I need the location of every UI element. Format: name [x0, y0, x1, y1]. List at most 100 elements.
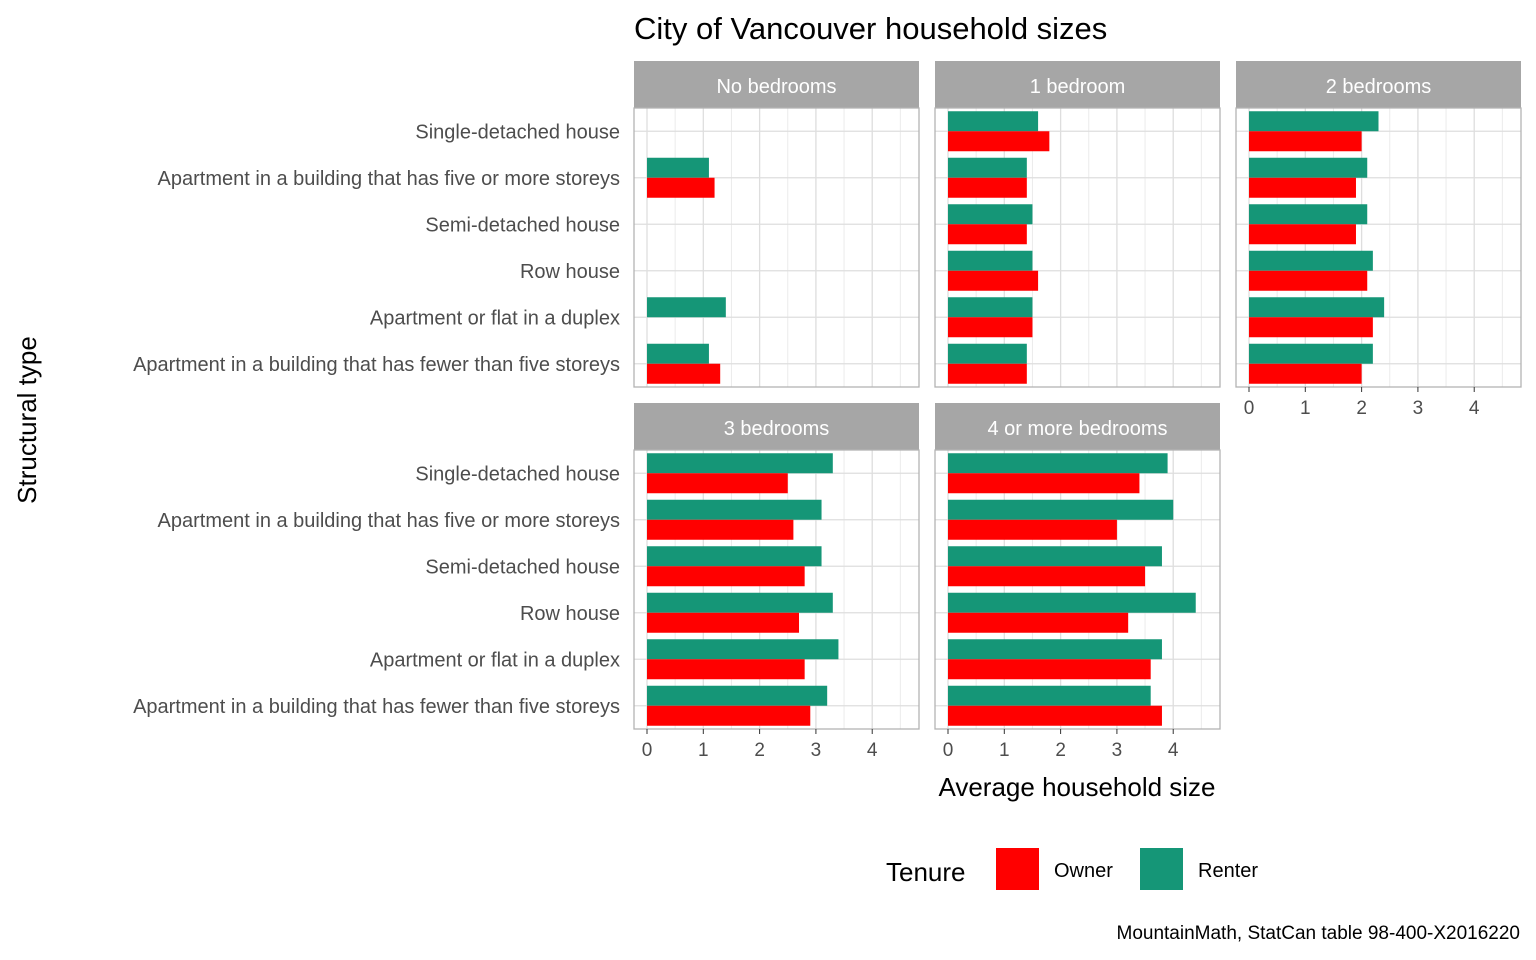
panel-border	[934, 107, 1221, 388]
bar-owner	[948, 705, 1162, 726]
bar-owner	[948, 131, 1050, 152]
facet-strip-label: 3 bedrooms	[724, 418, 830, 440]
legend-label: Owner	[1054, 860, 1113, 882]
x-tick-label: 0	[1244, 398, 1255, 419]
bar-renter	[1249, 157, 1368, 178]
bar-owner	[948, 659, 1151, 680]
bar-renter	[647, 297, 726, 318]
legend: Tenure Owner Renter	[886, 848, 1258, 890]
facet-panel: 4 or more bedrooms 0 1 2 3 4	[934, 403, 1221, 761]
bar-owner	[948, 363, 1027, 384]
x-tick-label: 1	[1300, 398, 1311, 419]
x-tick-label: 1	[698, 740, 709, 761]
bar-renter	[948, 453, 1168, 474]
facet-strip	[935, 403, 1220, 450]
category-label: Apartment in a building that has five or…	[158, 510, 620, 532]
bar-owner	[647, 363, 721, 384]
bar-renter	[948, 111, 1039, 132]
category-label: Apartment in a building that has fewer t…	[133, 696, 620, 718]
category-label: Row house	[520, 603, 620, 625]
bar-renter	[647, 685, 828, 706]
category-label: Single-detached house	[415, 463, 620, 485]
y-axis-title: Structural type	[12, 336, 42, 504]
category-label: Apartment or flat in a duplex	[370, 649, 620, 671]
panel-background	[935, 108, 1220, 387]
bar-owner	[948, 519, 1117, 540]
x-axis-title: Average household size	[938, 772, 1215, 802]
panel-border	[633, 449, 920, 730]
bar-renter	[1249, 250, 1373, 271]
legend-key-owner	[996, 848, 1039, 890]
panel-background	[1236, 108, 1521, 387]
bar-owner	[1249, 363, 1362, 384]
facet-strip	[634, 403, 919, 450]
bar-owner	[1249, 317, 1373, 338]
x-tick-label: 2	[1356, 398, 1367, 419]
legend-label: Renter	[1198, 860, 1258, 882]
bar-renter	[948, 157, 1027, 178]
bar-owner	[1249, 270, 1368, 291]
facet-panel: 2 bedrooms 0 1 2 3 4	[1235, 61, 1522, 419]
bar-owner	[647, 612, 800, 633]
bar-owner	[948, 224, 1027, 245]
bar-renter	[948, 343, 1027, 364]
bar-renter	[647, 157, 709, 178]
facet-panel: 1 bedroom	[934, 61, 1221, 388]
facet-strip-label: 1 bedroom	[1030, 76, 1126, 98]
bar-owner	[647, 177, 715, 198]
facet-strip-label: 2 bedrooms	[1326, 76, 1432, 98]
category-label: Apartment or flat in a duplex	[370, 307, 620, 329]
legend-key-renter	[1140, 848, 1183, 890]
category-label: Single-detached house	[415, 121, 620, 143]
bar-owner	[1249, 131, 1362, 152]
x-tick-label: 3	[1413, 398, 1424, 419]
bar-renter	[1249, 204, 1368, 225]
bar-owner	[647, 519, 794, 540]
bar-renter	[647, 546, 822, 567]
x-tick-label: 4	[1168, 740, 1179, 761]
bar-renter	[647, 453, 833, 474]
facet-strip	[634, 61, 919, 108]
panel-background	[634, 108, 919, 387]
facet-strip	[935, 61, 1220, 108]
facet-strip-label: 4 or more bedrooms	[987, 418, 1167, 440]
category-label: Semi-detached house	[425, 214, 620, 236]
bar-renter	[1249, 343, 1373, 364]
bar-owner	[647, 566, 805, 587]
bar-renter	[948, 639, 1162, 660]
bar-renter	[1249, 111, 1379, 132]
bar-owner	[948, 317, 1033, 338]
bar-owner	[647, 705, 811, 726]
facet-strip	[1236, 61, 1521, 108]
x-tick-label: 2	[754, 740, 765, 761]
bar-renter	[647, 343, 709, 364]
bar-owner	[948, 566, 1146, 587]
category-label: Apartment in a building that has fewer t…	[133, 354, 620, 376]
facet-panel: No bedrooms Single-detached house Apartmen…	[133, 61, 920, 388]
x-tick-label: 0	[642, 740, 653, 761]
x-tick-label: 3	[1112, 740, 1123, 761]
facet-panel: 3 bedrooms Single-detached house Apartment…	[133, 403, 920, 761]
bar-renter	[948, 499, 1174, 520]
bar-owner	[948, 473, 1140, 494]
bar-owner	[948, 270, 1039, 291]
bar-renter	[948, 592, 1196, 613]
category-label: Apartment in a building that has five or…	[158, 168, 620, 190]
bar-owner	[647, 473, 788, 494]
x-tick-label: 2	[1055, 740, 1066, 761]
x-tick-label: 0	[943, 740, 954, 761]
bar-owner	[647, 659, 805, 680]
bar-renter	[948, 204, 1033, 225]
legend-title: Tenure	[886, 857, 966, 887]
chart-caption: MountainMath, StatCan table 98-400-X2016…	[1117, 923, 1521, 944]
x-tick-label: 3	[811, 740, 822, 761]
panel-border	[934, 449, 1221, 730]
bar-renter	[1249, 297, 1385, 318]
bar-renter	[948, 685, 1151, 706]
bar-owner	[948, 177, 1027, 198]
bar-renter	[647, 499, 822, 520]
bar-owner	[1249, 224, 1356, 245]
category-label: Row house	[520, 261, 620, 283]
facet-strip-label: No bedrooms	[716, 76, 836, 98]
panel-border	[633, 107, 920, 388]
